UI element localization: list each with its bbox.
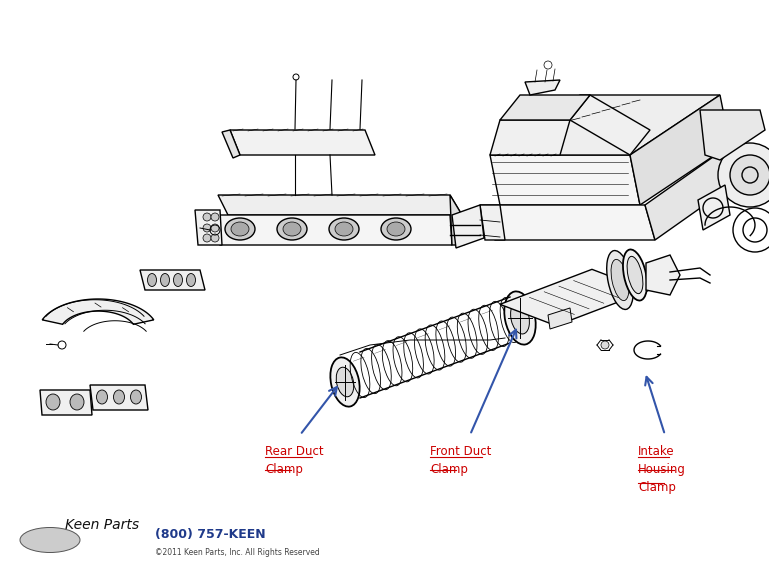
- Circle shape: [203, 234, 211, 242]
- Circle shape: [730, 155, 769, 195]
- Ellipse shape: [611, 260, 629, 301]
- Ellipse shape: [335, 222, 353, 236]
- Ellipse shape: [148, 273, 157, 287]
- Text: Keen Parts: Keen Parts: [65, 518, 139, 532]
- Polygon shape: [90, 385, 148, 410]
- Polygon shape: [218, 215, 452, 245]
- Ellipse shape: [96, 390, 108, 404]
- Ellipse shape: [504, 291, 536, 344]
- Text: Front Duct
Clamp: Front Duct Clamp: [430, 445, 491, 476]
- Ellipse shape: [381, 218, 411, 240]
- Polygon shape: [700, 110, 765, 160]
- Polygon shape: [452, 205, 484, 248]
- Polygon shape: [548, 308, 572, 329]
- Text: (800) 757-KEEN: (800) 757-KEEN: [155, 528, 265, 541]
- Text: Rear Duct
Clamp: Rear Duct Clamp: [265, 445, 324, 476]
- Polygon shape: [646, 255, 680, 295]
- Circle shape: [203, 213, 211, 221]
- Ellipse shape: [231, 222, 249, 236]
- Polygon shape: [645, 145, 740, 240]
- Circle shape: [211, 213, 219, 221]
- Polygon shape: [630, 95, 730, 205]
- Ellipse shape: [46, 394, 60, 410]
- Text: ©2011 Keen Parts, Inc. All Rights Reserved: ©2011 Keen Parts, Inc. All Rights Reserv…: [155, 548, 320, 557]
- Polygon shape: [500, 95, 590, 120]
- Circle shape: [718, 143, 769, 207]
- Ellipse shape: [225, 218, 255, 240]
- Polygon shape: [42, 299, 154, 324]
- Ellipse shape: [336, 367, 354, 397]
- Ellipse shape: [387, 222, 405, 236]
- Polygon shape: [490, 120, 570, 155]
- Polygon shape: [480, 205, 655, 240]
- Polygon shape: [490, 95, 720, 155]
- Circle shape: [211, 234, 219, 242]
- Circle shape: [211, 224, 219, 232]
- Polygon shape: [195, 210, 222, 245]
- Polygon shape: [218, 195, 462, 215]
- Polygon shape: [140, 270, 205, 290]
- Polygon shape: [222, 130, 240, 158]
- Polygon shape: [525, 80, 560, 95]
- Ellipse shape: [20, 527, 80, 553]
- Ellipse shape: [161, 273, 169, 287]
- Ellipse shape: [627, 256, 643, 294]
- Ellipse shape: [187, 273, 195, 287]
- Ellipse shape: [607, 250, 634, 309]
- Ellipse shape: [174, 273, 182, 287]
- Ellipse shape: [329, 218, 359, 240]
- Ellipse shape: [131, 390, 141, 404]
- Ellipse shape: [114, 390, 125, 404]
- Circle shape: [203, 224, 211, 232]
- Ellipse shape: [331, 357, 360, 407]
- Polygon shape: [230, 130, 375, 155]
- Polygon shape: [698, 185, 730, 230]
- Polygon shape: [500, 269, 648, 325]
- Polygon shape: [450, 195, 464, 245]
- Ellipse shape: [70, 394, 84, 410]
- Polygon shape: [480, 205, 505, 240]
- Ellipse shape: [277, 218, 307, 240]
- Polygon shape: [570, 95, 650, 155]
- Polygon shape: [40, 390, 92, 415]
- Ellipse shape: [511, 302, 529, 334]
- Ellipse shape: [283, 222, 301, 236]
- Polygon shape: [490, 155, 640, 205]
- Circle shape: [601, 341, 609, 349]
- Text: Intake
Housing
Clamp: Intake Housing Clamp: [638, 445, 686, 494]
- Ellipse shape: [623, 249, 647, 301]
